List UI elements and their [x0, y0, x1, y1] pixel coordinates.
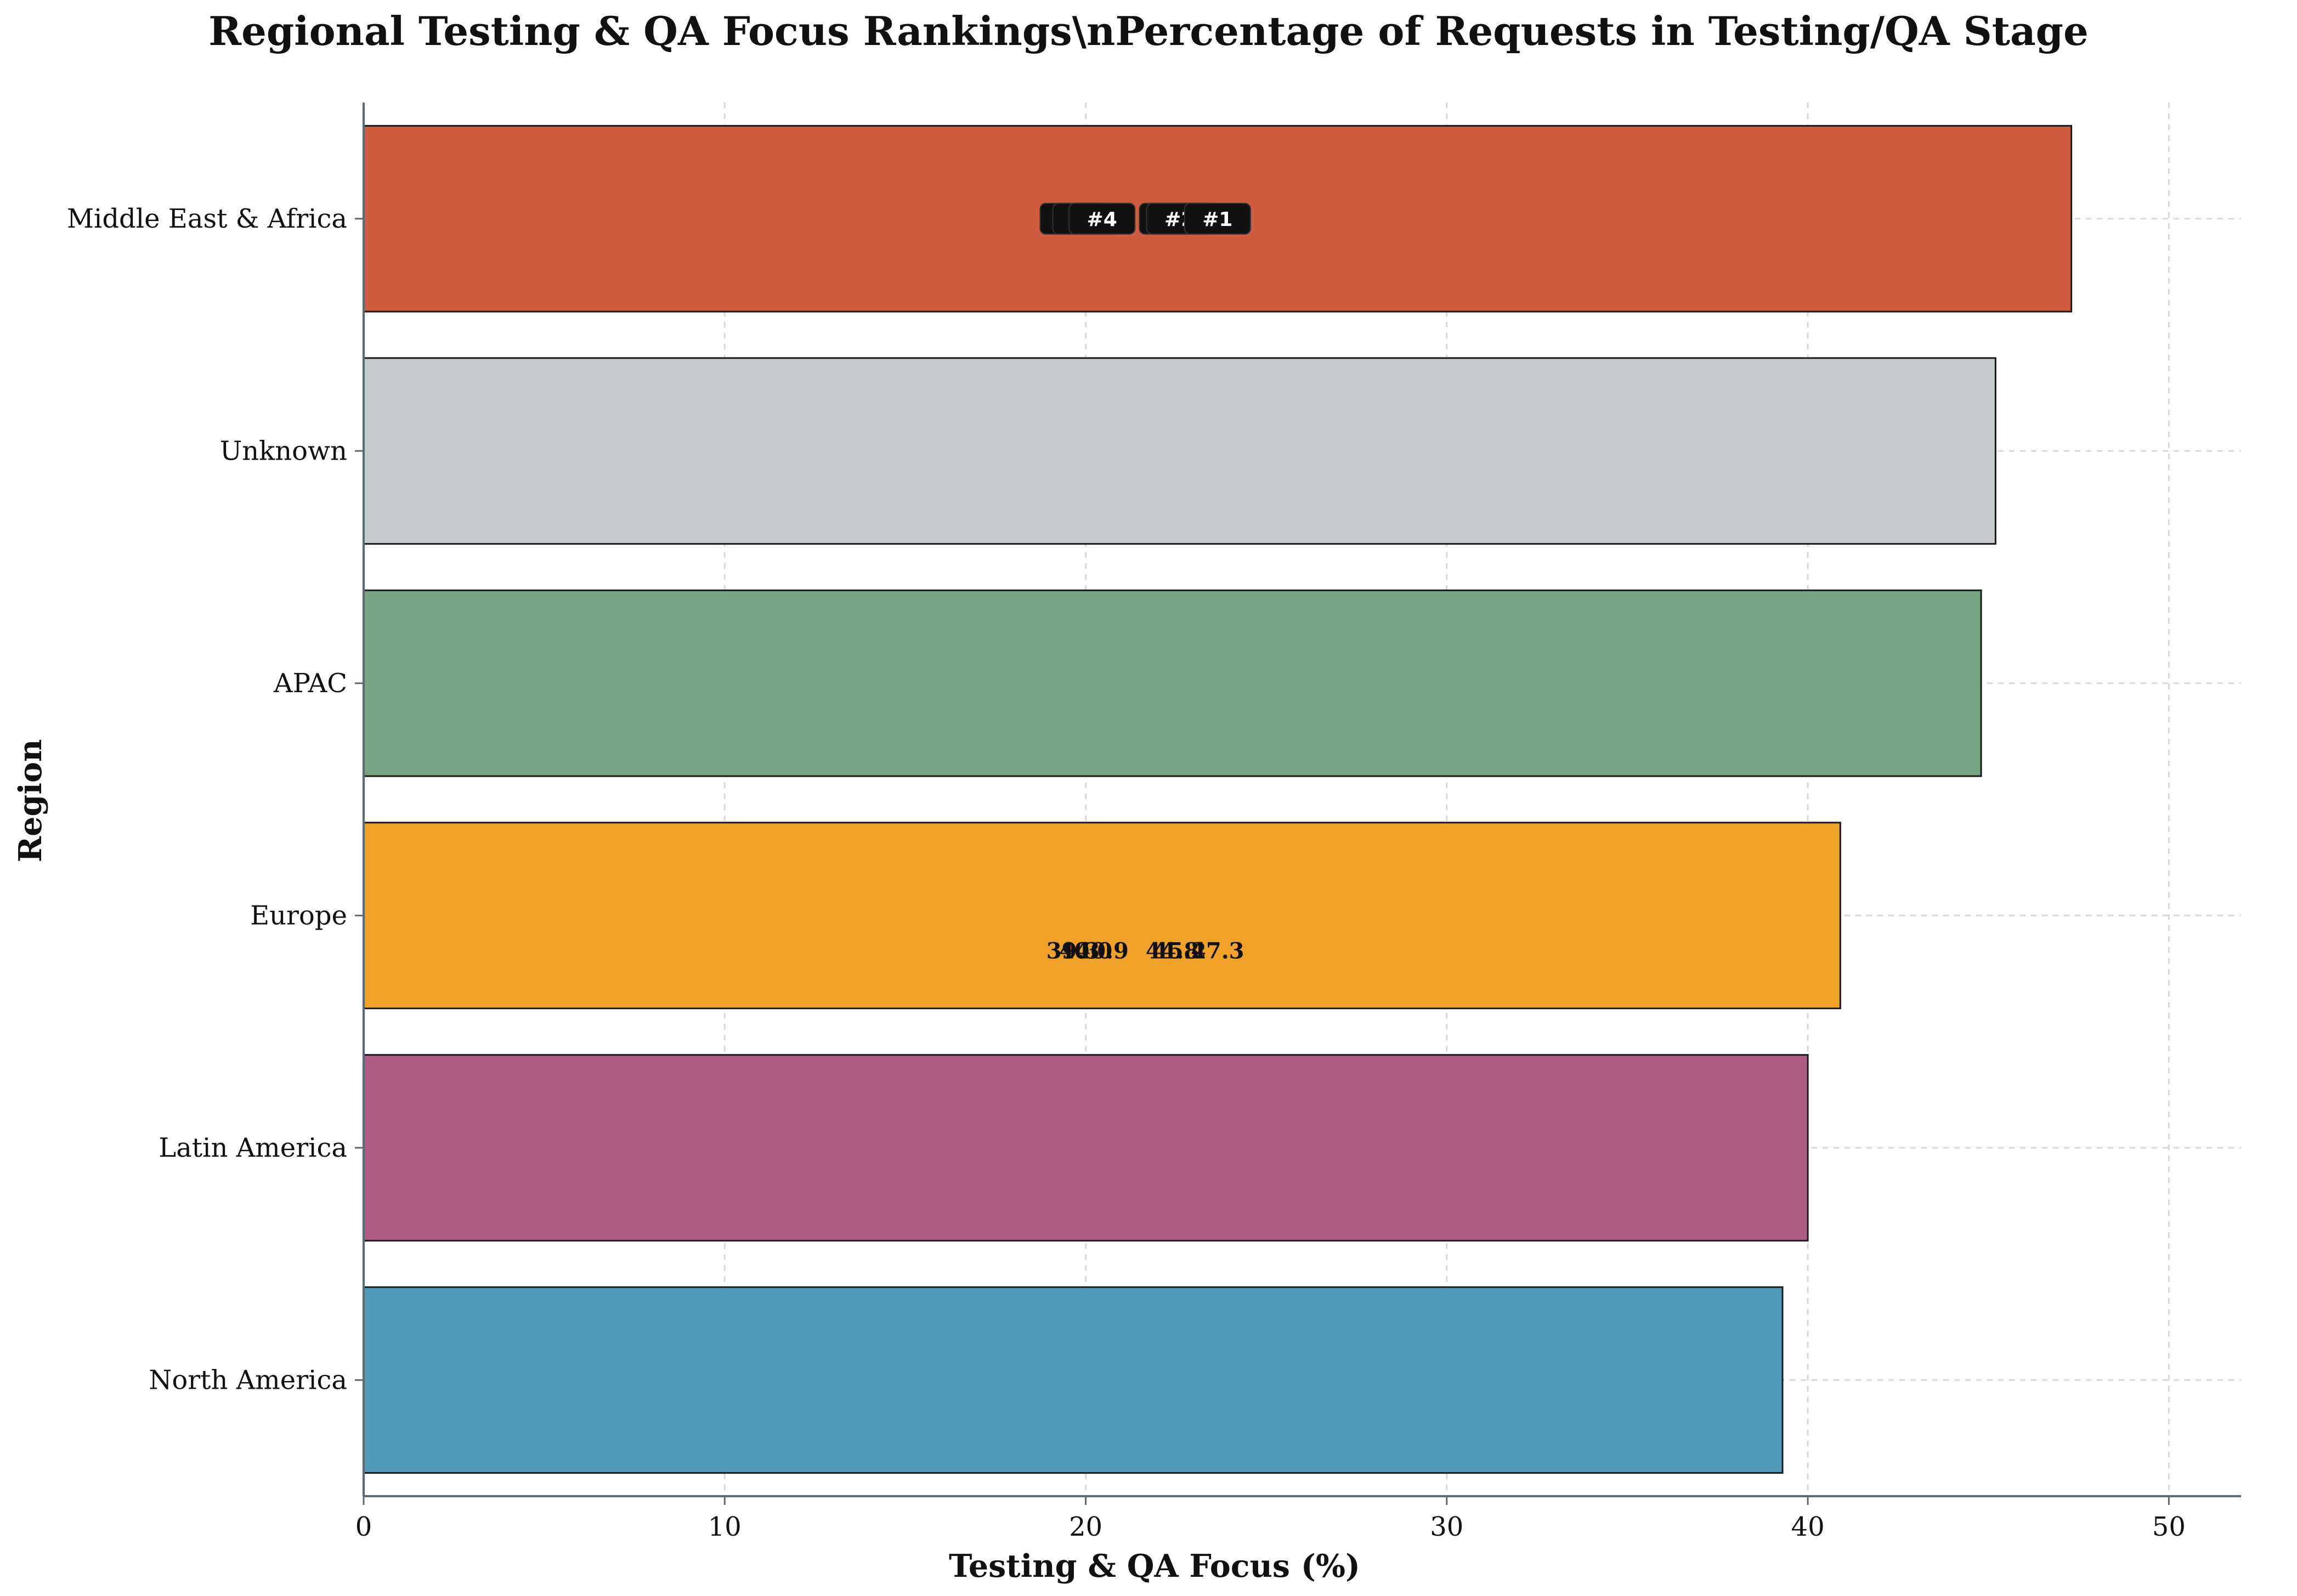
rank-label: #4 [1087, 208, 1117, 231]
rank-badge [1068, 202, 1136, 235]
x-tick-label: 40 [1791, 1512, 1825, 1542]
bar-apac [363, 589, 1982, 777]
y-axis-label: Region [12, 739, 49, 863]
annotations-layer: #639.3#540.0#440.9#344.8#245.2#147.3 [1039, 202, 1251, 964]
bar-europe [363, 822, 1841, 1010]
x-axis-label: Testing & QA Focus (%) [949, 1548, 1360, 1584]
y-tick-label: APAC [273, 668, 347, 699]
bar-unknown [363, 357, 1996, 545]
x-tick-label: 10 [708, 1512, 742, 1542]
rank-label: #1 [1202, 208, 1232, 231]
bars-layer [363, 124, 2073, 1474]
bar-north-america [363, 1286, 1784, 1474]
value-label: 40.0 [1059, 938, 1112, 964]
x-tick-label: 50 [2152, 1512, 2186, 1542]
y-tick-label: Middle East & Africa [67, 203, 347, 234]
value-label: 44.8 [1146, 938, 1199, 964]
value-label: 39.3 [1046, 938, 1100, 964]
rank-badge [1184, 202, 1251, 235]
x-tick-label: 30 [1430, 1512, 1463, 1542]
y-tick-label: Europe [250, 900, 347, 931]
y-tick-label: Unknown [220, 435, 347, 466]
y-tick-label: Latin America [159, 1133, 347, 1163]
x-tick-label: 0 [355, 1512, 372, 1542]
bar-latin-america [363, 1054, 1809, 1242]
chart-title: Regional Testing & QA Focus Rankings\nPe… [208, 8, 2089, 54]
value-label: 40.9 [1075, 938, 1128, 964]
value-label: 45.2 [1153, 938, 1206, 964]
value-label: 47.3 [1191, 938, 1244, 964]
y-tick-label: North America [149, 1365, 347, 1395]
x-tick-label: 20 [1069, 1512, 1102, 1542]
axes-layer: 0 10 20 30 40 50 North America Latin America Eur… [67, 103, 2241, 1542]
